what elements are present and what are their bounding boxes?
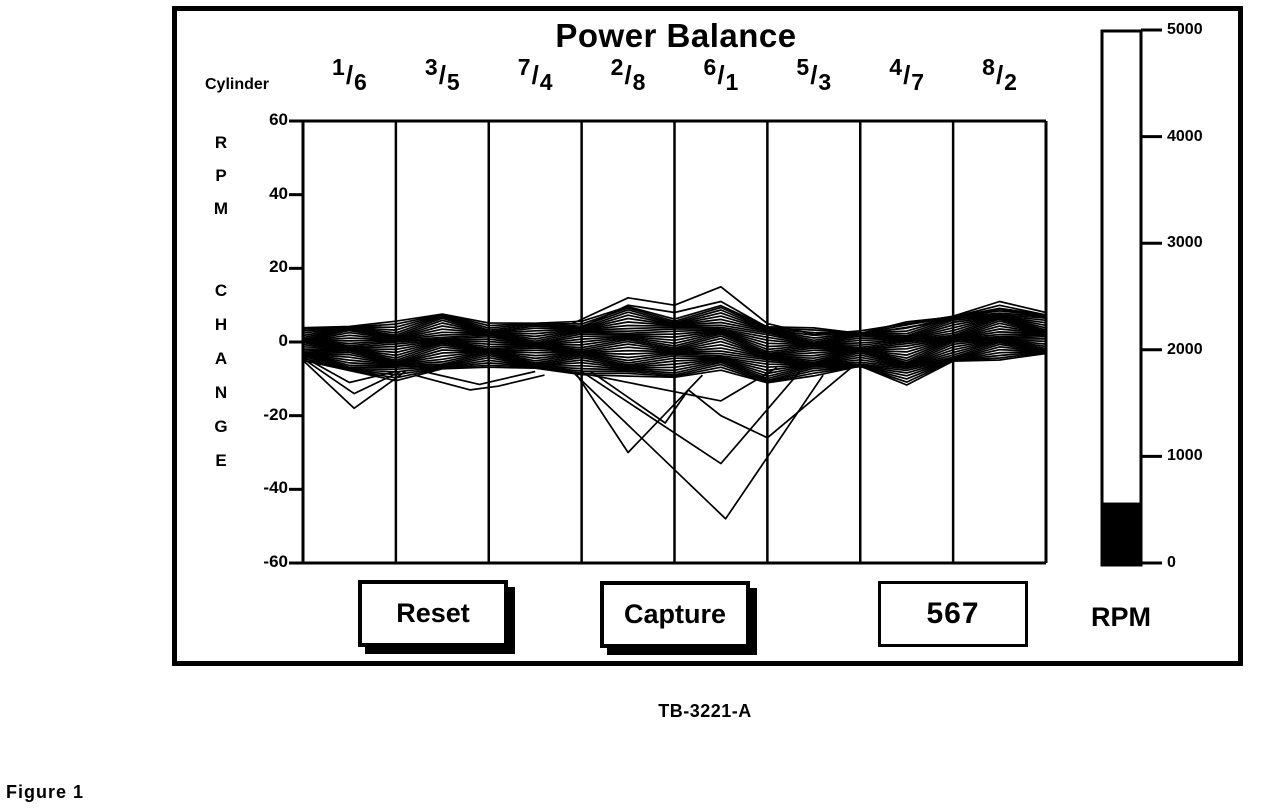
rpm-gauge-tick-label: 5000 <box>1167 21 1203 38</box>
page-title: Power Balance <box>555 17 797 54</box>
rpm-gauge-tick-label: 4000 <box>1167 127 1203 145</box>
y-axis-tick-label: 60 <box>269 110 288 129</box>
cylinder-pair-label: 2/8 <box>596 54 660 95</box>
y-axis-label-letter: H <box>214 315 228 334</box>
y-axis-label-letter: N <box>214 383 228 402</box>
y-axis-label-letter: R <box>214 133 228 152</box>
fraction-slash-icon: / <box>717 60 725 90</box>
cylinder-pair-label: 7/4 <box>503 54 567 95</box>
y-axis-label-letter: G <box>214 417 228 436</box>
capture-button[interactable]: Capture <box>600 581 750 648</box>
fraction-slash-icon: / <box>624 60 632 90</box>
y-axis-tick-label: 40 <box>269 183 288 203</box>
y-axis-tick-label: -40 <box>263 478 288 498</box>
fraction-slash-icon: / <box>903 60 911 90</box>
outlier-trace <box>302 357 401 395</box>
y-axis-label-letter: A <box>214 349 228 368</box>
cylinder-number: 1 <box>332 54 345 80</box>
y-axis-label-letter: C <box>214 281 228 300</box>
cylinder-number: 2 <box>610 54 624 80</box>
rpm-gauge-unit-label: RPM <box>1091 602 1151 632</box>
cylinder-number: 5 <box>446 69 460 95</box>
fraction-slash-icon: / <box>438 60 446 90</box>
y-axis-label-letter: E <box>215 451 227 470</box>
drawing-number-caption: TB-3221-A <box>658 701 752 721</box>
outlier-trace <box>576 374 704 454</box>
gauge-bar-fill <box>1102 502 1141 565</box>
outlier-trace <box>571 370 824 520</box>
rpm-gauge-tick-label: 3000 <box>1167 234 1203 252</box>
cylinder-pair-label: 3/5 <box>410 54 474 95</box>
x-axis-label: Cylinder <box>205 76 270 93</box>
figure-caption: Figure 1 <box>6 782 85 802</box>
cylinder-pair-label: 1/6 <box>317 54 381 95</box>
rpm-gauge-tick-label: 2000 <box>1167 340 1203 358</box>
y-axis-tick-label: -20 <box>263 404 288 424</box>
cylinder-number: 8 <box>632 69 646 95</box>
fraction-slash-icon: / <box>531 60 539 90</box>
rpm-gauge-tick-label: 1000 <box>1167 447 1203 465</box>
cylinder-number: 7 <box>517 54 531 80</box>
cylinder-number: 1 <box>725 69 739 95</box>
outlier-trace <box>423 370 536 386</box>
gauge-bar-outline <box>1100 29 1143 567</box>
cylinder-number: 2 <box>1004 69 1017 95</box>
outlier-trace <box>581 370 801 465</box>
outlier-trace <box>302 359 406 410</box>
cylinder-number: 6 <box>354 69 367 95</box>
cylinder-number: 3 <box>424 54 438 80</box>
rpm-gauge-tick-label: 0 <box>1167 554 1176 571</box>
outlier-trace <box>590 367 778 402</box>
rpm-value-display: 567 <box>878 581 1028 647</box>
outlier-trace <box>302 355 397 384</box>
y-axis-tick-label: 20 <box>269 257 288 277</box>
cylinder-number: 8 <box>982 54 995 80</box>
cylinder-pair-label: 4/7 <box>875 54 939 95</box>
outlier-trace <box>581 300 796 336</box>
y-axis-label-letter: M <box>213 199 229 218</box>
outlier-trace <box>414 374 545 391</box>
cylinder-number: 4 <box>889 54 903 80</box>
cylinder-number: 3 <box>818 69 832 95</box>
outlier-trace <box>590 367 852 439</box>
cylinder-pair-label: 5/3 <box>782 54 846 95</box>
fraction-slash-icon: / <box>345 60 354 90</box>
cylinder-pair-label: 8/2 <box>968 54 1032 95</box>
y-axis-tick-label: 0 <box>278 331 288 350</box>
cylinder-pair-label: 6/1 <box>689 54 753 95</box>
outlier-trace <box>571 285 1047 336</box>
cylinder-number: 5 <box>796 54 810 80</box>
y-axis-label-letter: P <box>215 166 227 185</box>
cylinder-number: 7 <box>911 69 925 95</box>
cylinder-number: 4 <box>539 69 553 95</box>
fraction-slash-icon: / <box>995 60 1004 90</box>
fraction-slash-icon: / <box>810 60 818 90</box>
reset-button[interactable]: Reset <box>358 580 508 647</box>
y-axis-tick-label: -60 <box>263 552 288 571</box>
cylinder-number: 6 <box>703 54 717 80</box>
